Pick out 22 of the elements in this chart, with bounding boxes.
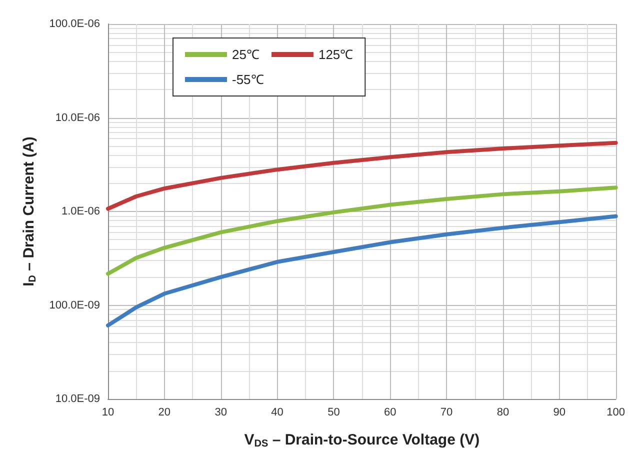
x-tick-label: 80 xyxy=(496,406,510,418)
line-series xyxy=(106,140,618,211)
x-tick-label: 90 xyxy=(553,406,566,418)
legend-label: -55℃ xyxy=(232,72,264,87)
y-axis-title: ID – Drain Current (A) xyxy=(20,136,38,286)
y-tick-label: 1.0E-06 xyxy=(61,206,100,218)
line-series xyxy=(106,186,618,276)
y-tick-label: 100.0E-06 xyxy=(49,18,100,30)
x-tick-label: 50 xyxy=(328,406,340,418)
x-tick-label: 40 xyxy=(271,406,284,418)
y-tick-label: 10.0E-09 xyxy=(55,393,100,405)
x-tick-label: 70 xyxy=(440,406,453,418)
legend-label: 125℃ xyxy=(318,47,354,62)
x-tick-label: 100 xyxy=(606,406,626,418)
y-tick-label: 100.0E-09 xyxy=(49,299,100,312)
x-tick-label: 10 xyxy=(102,406,114,418)
x-tick-label: 30 xyxy=(214,406,227,418)
line-series xyxy=(106,214,618,328)
legend-label: 25℃ xyxy=(232,47,260,62)
x-tick-label: 60 xyxy=(384,406,396,418)
y-tick-label: 10.0E-06 xyxy=(55,112,100,124)
x-tick-label: 20 xyxy=(158,406,171,418)
